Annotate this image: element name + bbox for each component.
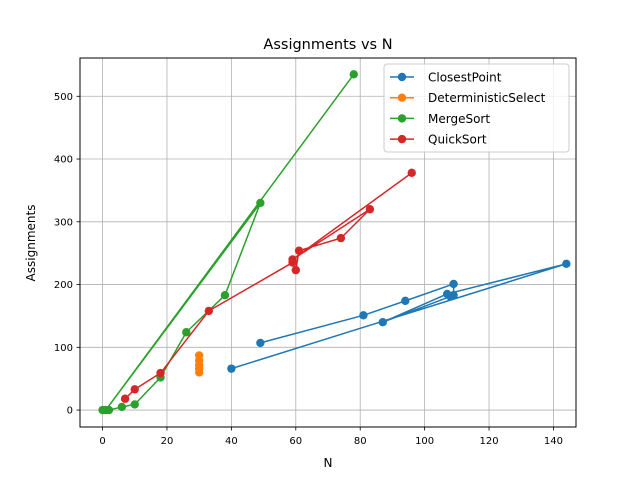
x-tick-label: 60 — [289, 436, 302, 447]
x-axis-ticks: 0 20 40 60 80 100 120 140 — [99, 427, 563, 447]
data-point-mergesort — [220, 291, 230, 300]
y-tick-label: 500 — [54, 92, 73, 103]
legend-item-deterministicselect: DeterministicSelect — [390, 91, 546, 105]
legend-label: MergeSort — [428, 112, 490, 126]
data-point-quicksort — [336, 233, 346, 243]
data-point-quicksort — [288, 255, 297, 264]
series-line-mergesort — [102, 73, 355, 411]
y-tick-label: 100 — [54, 343, 73, 354]
data-point-closestpoint — [401, 296, 410, 306]
y-axis-label: Assignments — [24, 205, 38, 282]
series-closestpoint — [227, 259, 571, 373]
data-point-closestpoint — [359, 311, 368, 320]
y-tick-label: 400 — [54, 155, 73, 166]
x-axis-label: N — [324, 456, 333, 470]
series-quicksort — [120, 168, 416, 403]
legend-label: QuickSort — [428, 133, 487, 147]
data-point-deterministicselect — [194, 351, 204, 360]
series-mergesort — [98, 70, 358, 415]
data-point-mergesort — [101, 405, 110, 415]
data-point-closestpoint — [227, 364, 236, 373]
x-tick-label: 40 — [225, 436, 238, 447]
chart-title: Assignments vs N — [263, 37, 392, 53]
data-point-mergesort — [130, 400, 139, 409]
legend-marker — [397, 114, 407, 123]
y-axis-ticks: 0 100 200 300 400 500 — [54, 92, 80, 417]
data-point-mergesort — [182, 328, 191, 337]
legend-item-closestpoint: ClosestPoint — [390, 71, 502, 85]
y-tick-label: 200 — [54, 280, 73, 291]
legend-item-quicksort: QuickSort — [390, 133, 487, 147]
data-point-quicksort — [291, 265, 300, 275]
legend-item-mergesort: MergeSort — [390, 112, 490, 126]
legend-marker — [397, 72, 407, 82]
data-point-quicksort — [407, 168, 416, 178]
data-point-quicksort — [365, 205, 375, 214]
data-point-quicksort — [156, 368, 165, 378]
x-tick-label: 80 — [354, 436, 367, 447]
data-point-closestpoint — [562, 259, 571, 269]
series-layer — [98, 70, 571, 415]
legend-frame — [383, 63, 570, 153]
legend-marker — [397, 93, 407, 102]
y-tick-label: 0 — [67, 406, 73, 417]
x-tick-label: 20 — [161, 436, 174, 447]
data-point-quicksort — [294, 246, 304, 255]
plot-frame — [79, 57, 577, 428]
x-tick-label: 100 — [415, 436, 434, 447]
legend-label: DeterministicSelect — [428, 91, 546, 105]
legend-label: ClosestPoint — [428, 71, 502, 85]
series-deterministicselect — [194, 351, 204, 377]
data-point-closestpoint — [256, 338, 265, 348]
legend: ClosestPoint DeterministicSelect MergeSort… — [383, 63, 570, 153]
data-point-closestpoint — [442, 289, 452, 299]
data-point-closestpoint — [378, 317, 387, 327]
legend-marker — [397, 134, 407, 144]
data-point-quicksort — [120, 394, 130, 403]
data-point-quicksort — [204, 306, 214, 316]
data-point-mergesort — [117, 402, 127, 412]
data-point-mergesort — [256, 198, 265, 208]
data-point-closestpoint — [449, 279, 458, 289]
data-point-mergesort — [349, 70, 358, 79]
x-tick-label: 120 — [479, 436, 498, 447]
x-tick-label: 0 — [99, 436, 105, 447]
data-point-quicksort — [130, 385, 139, 394]
y-tick-label: 300 — [54, 217, 73, 228]
x-tick-label: 140 — [544, 436, 563, 447]
